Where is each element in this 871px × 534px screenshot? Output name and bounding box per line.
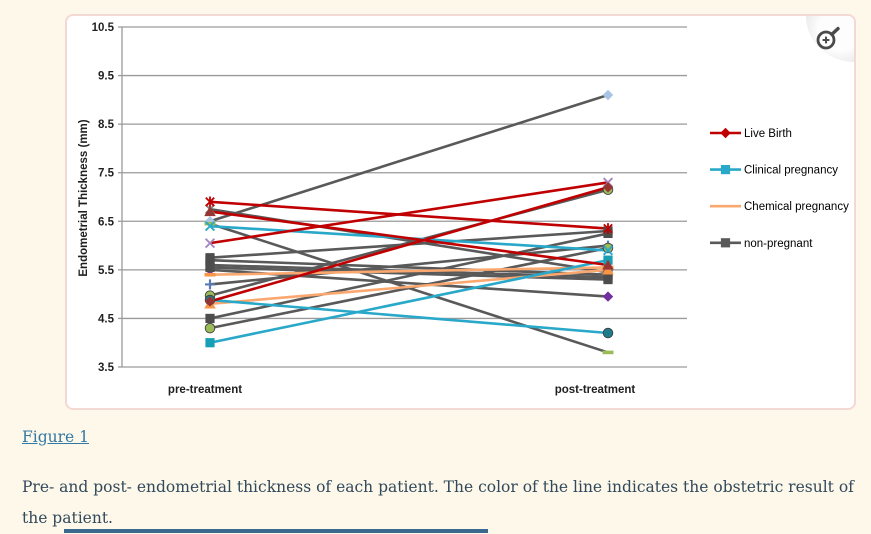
series-line-live-birth	[209, 181, 609, 245]
y-axis-title: Endometrial Thickness (mm)	[78, 119, 90, 276]
y-tick-label: 4.5	[98, 313, 115, 325]
endometrial-thickness-chart: 10.5 9.5 8.5 7.5 6.5 5.5 4.5 3.5 Endometrial Thi…	[78, 22, 849, 396]
series-line-chemical-pregnancy	[209, 268, 609, 306]
y-tick-label: 10.5	[92, 22, 115, 34]
legend-label: Live Birth	[744, 128, 792, 140]
data-point-marker	[204, 322, 216, 334]
data-point-marker	[205, 338, 215, 348]
x-category-label: pre-treatment	[168, 384, 242, 396]
series-line-clinical-pregnancy	[209, 298, 609, 335]
data-point-marker	[205, 262, 215, 273]
data-point-marker	[204, 296, 216, 307]
series-line-non-pregnant	[209, 258, 609, 277]
data-point-marker	[602, 182, 614, 193]
data-point-marker	[720, 165, 731, 175]
x-category-label: post-treatment	[555, 384, 636, 396]
data-point-marker	[204, 206, 216, 217]
magnifier-plus-icon	[816, 26, 840, 50]
y-tick-label: 6.5	[98, 216, 115, 228]
y-tick-label: 8.5	[98, 119, 115, 131]
data-point-marker	[602, 89, 614, 101]
data-point-marker	[720, 238, 731, 248]
data-point-marker	[602, 259, 614, 270]
data-point-marker	[720, 127, 731, 139]
data-point-marker	[603, 223, 613, 234]
cutoff-element	[64, 529, 488, 533]
series-line-live-birth	[209, 186, 609, 303]
series-line-chemical-pregnancy	[209, 266, 609, 277]
figure-caption: Pre- and post- endometrial thickness of …	[22, 478, 854, 527]
data-point-marker	[602, 245, 614, 256]
data-point-marker	[205, 255, 215, 265]
figure-link[interactable]: Figure 1	[22, 428, 89, 446]
series-line-non-pregnant	[209, 93, 609, 223]
legend-label: Clinical pregnancy	[744, 165, 838, 177]
y-tick-label: 3.5	[98, 362, 115, 374]
data-point-marker	[204, 221, 216, 226]
data-point-marker	[204, 221, 216, 232]
y-tick-label: 9.5	[98, 71, 115, 83]
series-line-live-birth	[209, 210, 609, 267]
data-point-marker	[204, 238, 216, 249]
series-line-clinical-pregnancy	[209, 258, 609, 344]
y-tick-label: 5.5	[98, 265, 115, 277]
data-point-marker	[205, 279, 215, 290]
data-point-marker	[602, 242, 614, 254]
data-point-marker	[602, 350, 614, 355]
legend-label: Chemical pregnancy	[744, 201, 849, 213]
legend-label: non-pregnant	[744, 238, 813, 250]
series-line-live-birth	[209, 200, 609, 230]
data-point-marker	[205, 196, 215, 208]
data-point-marker	[602, 327, 614, 339]
data-point-marker	[205, 313, 215, 324]
y-tick-label: 7.5	[98, 168, 115, 180]
data-point-marker	[602, 291, 614, 302]
data-point-marker	[603, 274, 613, 285]
data-point-marker	[204, 272, 216, 277]
series-line-non-pregnant	[209, 266, 609, 281]
figure-panel: 10.5 9.5 8.5 7.5 6.5 5.5 4.5 3.5 Endometrial Thi…	[65, 14, 856, 410]
